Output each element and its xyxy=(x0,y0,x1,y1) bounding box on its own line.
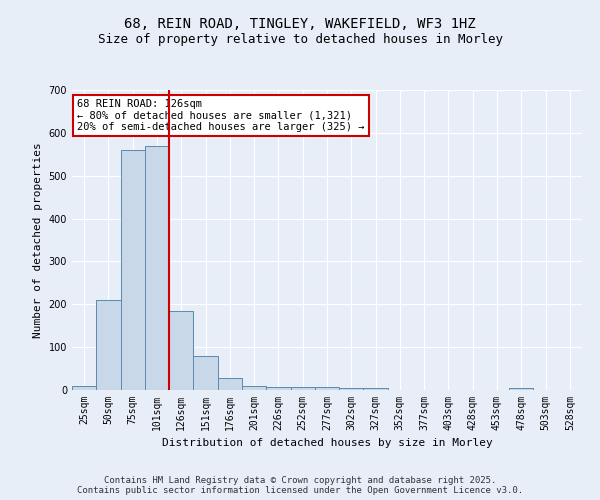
Bar xyxy=(169,310,193,390)
Bar xyxy=(364,388,388,390)
Bar xyxy=(193,356,218,390)
Text: Contains HM Land Registry data © Crown copyright and database right 2025.
Contai: Contains HM Land Registry data © Crown c… xyxy=(77,476,523,495)
Bar xyxy=(96,300,121,390)
Y-axis label: Number of detached properties: Number of detached properties xyxy=(33,142,43,338)
Bar xyxy=(145,146,169,390)
X-axis label: Distribution of detached houses by size in Morley: Distribution of detached houses by size … xyxy=(161,438,493,448)
Bar xyxy=(121,150,145,390)
Bar xyxy=(315,388,339,390)
Text: Size of property relative to detached houses in Morley: Size of property relative to detached ho… xyxy=(97,32,503,46)
Bar xyxy=(509,388,533,390)
Bar xyxy=(266,388,290,390)
Bar xyxy=(72,386,96,390)
Text: 68 REIN ROAD: 126sqm
← 80% of detached houses are smaller (1,321)
20% of semi-de: 68 REIN ROAD: 126sqm ← 80% of detached h… xyxy=(77,99,365,132)
Bar xyxy=(242,386,266,390)
Bar xyxy=(218,378,242,390)
Bar xyxy=(339,388,364,390)
Text: 68, REIN ROAD, TINGLEY, WAKEFIELD, WF3 1HZ: 68, REIN ROAD, TINGLEY, WAKEFIELD, WF3 1… xyxy=(124,18,476,32)
Bar xyxy=(290,388,315,390)
